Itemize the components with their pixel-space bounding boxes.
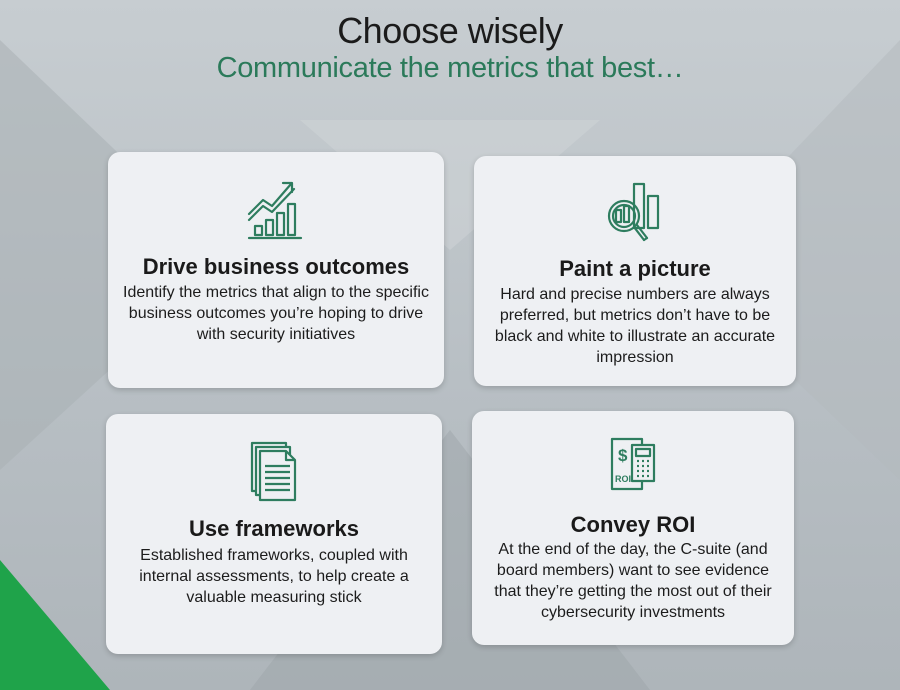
card-paint-a-picture: Paint a picture Hard and precise numbers…: [474, 156, 796, 386]
corner-green-accent: [0, 560, 110, 690]
card-description: Established frameworks, coupled with int…: [139, 547, 409, 606]
documents-icon: [249, 440, 299, 509]
card-title: Convey ROI: [570, 512, 696, 537]
roi-calculator-icon: $ ROI: [608, 435, 658, 498]
card-use-frameworks: Use frameworks Established frameworks, c…: [106, 414, 442, 654]
card-description: Hard and precise numbers are always pref…: [494, 286, 776, 366]
card-title: Drive business outcomes: [142, 254, 410, 279]
page-subtitle: Communicate the metrics that best…: [216, 52, 684, 84]
growth-chart-icon: [245, 176, 307, 247]
card-description: At the end of the day, the C-suite (and …: [494, 541, 772, 621]
svg-text:$: $: [618, 446, 628, 465]
card-drive-business-outcomes: Drive business outcomes Identify the met…: [108, 152, 444, 388]
card-description: Identify the metrics that align to the s…: [123, 284, 429, 343]
card-title: Use frameworks: [189, 516, 359, 541]
magnifier-chart-icon: [602, 180, 668, 251]
card-title: Paint a picture: [559, 256, 711, 281]
page-title: Choose wisely: [337, 10, 563, 51]
roi-label: ROI: [615, 474, 631, 484]
card-convey-roi: $ ROI Convey ROI At the end of the day, …: [472, 411, 794, 645]
